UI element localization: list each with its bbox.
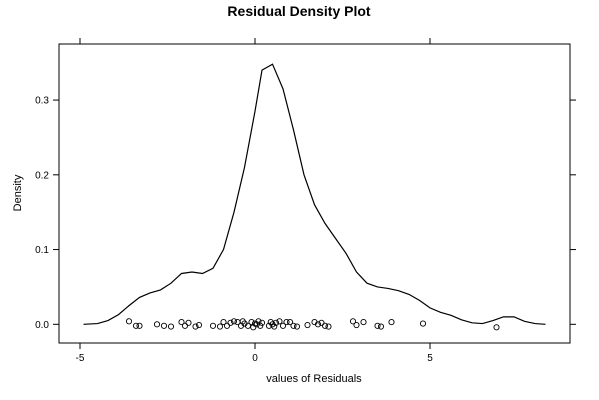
residual-point [258, 319, 266, 326]
residual-point [216, 323, 224, 330]
residual-point [293, 323, 301, 330]
residual-point [272, 319, 280, 326]
residual-point [132, 322, 140, 329]
residual-point [195, 322, 203, 329]
residual-point [304, 322, 311, 329]
y-axis-label: Density [12, 174, 24, 211]
residual-point [286, 319, 294, 326]
residual-point [353, 322, 360, 329]
y-tick-label: 0.1 [35, 245, 49, 256]
residual-point [318, 319, 325, 326]
residual-point [388, 319, 395, 326]
x-tick-label: -5 [76, 353, 85, 364]
residual-point [257, 322, 264, 329]
y-tick-label: 0.3 [35, 96, 49, 107]
residual-point [192, 323, 199, 330]
residual-point [160, 322, 168, 329]
y-tick-label: 0.2 [35, 170, 49, 181]
density-line [83, 63, 546, 325]
residual-point [136, 322, 143, 329]
residual-point [283, 319, 290, 326]
residual-point [185, 319, 192, 326]
axis-ticks [53, 38, 576, 349]
residual-point [181, 322, 189, 329]
residual-point [230, 318, 238, 325]
residual-point [419, 320, 427, 327]
axis-tick-labels: -5 0 5 0.0 0.1 0.2 0.3 [35, 96, 433, 364]
residual-point [360, 319, 367, 326]
residual-point [374, 322, 381, 329]
plot-frame [58, 43, 571, 344]
residual-point [178, 319, 185, 326]
residual-point [349, 318, 357, 325]
residual-point [271, 323, 278, 330]
residual-point [209, 322, 217, 329]
residual-point [325, 323, 332, 330]
residual-point [250, 324, 257, 331]
residual-point [223, 322, 231, 329]
residual-point [493, 324, 500, 331]
residual-point [279, 322, 287, 329]
chart-title: Residual Density Plot [227, 3, 370, 19]
x-tick-label: 0 [252, 353, 258, 364]
y-tick-label: 0.0 [35, 320, 49, 331]
residual-points [125, 318, 500, 331]
x-axis-label: values of Residuals [266, 373, 362, 385]
residual-point [377, 323, 385, 330]
residual-point [276, 318, 283, 325]
residual-point [248, 319, 255, 326]
residual-point [227, 319, 234, 326]
residual-point [321, 322, 329, 329]
residual-point [167, 323, 175, 330]
residual-point [125, 318, 133, 325]
x-tick-label: 5 [427, 353, 433, 364]
residual-point [290, 322, 297, 329]
residual-point [314, 321, 322, 328]
residual-point [153, 321, 161, 328]
residual-point [220, 319, 227, 326]
